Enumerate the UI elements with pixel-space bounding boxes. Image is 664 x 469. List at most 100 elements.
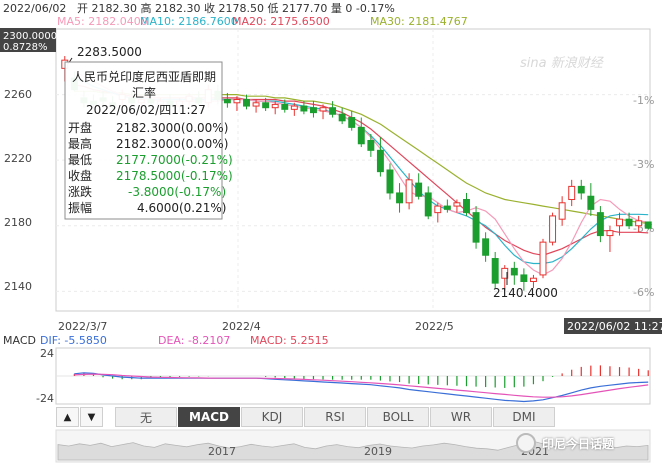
- candle-body-44: [482, 238, 490, 256]
- candle-37: [415, 173, 423, 200]
- candle-20: [252, 99, 260, 113]
- header: 2022/06/02 开 2182.30 高 2182.30 收 2178.50…: [3, 1, 468, 28]
- candle-body-31: [357, 126, 365, 145]
- candle-body-46: [501, 267, 509, 279]
- legend-ma5: MA5: 2182.0400: [57, 15, 148, 28]
- candle-29: [338, 107, 346, 125]
- tooltip-label-low: 最低: [68, 153, 92, 167]
- tooltip-value-low: 2177.7000(-0.21%): [116, 153, 233, 167]
- overview-area: [57, 439, 649, 461]
- candle-body-21: [262, 102, 270, 109]
- indicator-tab-bar: ▲ ▼ 无 MACD KDJ RSI BOLL WR DMI: [56, 407, 650, 429]
- tab-boll[interactable]: BOLL: [367, 407, 429, 427]
- candle-30: [348, 110, 356, 131]
- candle-body-19: [243, 99, 250, 107]
- candle-body-47: [510, 267, 518, 276]
- candle-55: [587, 183, 595, 216]
- candle-49: [529, 274, 537, 289]
- candle-body-23: [281, 103, 289, 110]
- candle-body-34: [386, 169, 394, 194]
- candle-body-29: [338, 113, 346, 122]
- macd-axis-bottom: -24: [36, 392, 54, 405]
- tooltip-value-open: 2182.3000(0.00%): [116, 121, 228, 135]
- tab-kdj[interactable]: KDJ: [241, 407, 303, 427]
- candle-body-56: [596, 212, 604, 237]
- tooltip-title-line1: 人民币兑印度尼西亚盾即期: [72, 69, 216, 84]
- wechat-logo-icon: [516, 433, 536, 453]
- tooltip-value-amplitude: 4.6000(0.21%): [137, 201, 226, 215]
- tab-none[interactable]: 无: [115, 407, 177, 427]
- candle-body-20: [252, 102, 260, 107]
- sina-watermark: sina 新浪财经: [520, 55, 605, 71]
- dea-line: [74, 373, 649, 398]
- candle-body-58: [616, 218, 623, 227]
- date-axis: 2022/3/7 2022/4 2022/5 2022/06/02 11:27: [58, 318, 664, 334]
- candle-45: [491, 251, 499, 289]
- candle-24: [290, 102, 298, 116]
- candle-body-41: [453, 202, 461, 207]
- header-date: 2022/06/02: [3, 2, 66, 15]
- tooltip-label-open: 开盘: [68, 120, 92, 135]
- legend-ma30: MA30: 2181.4767: [370, 15, 468, 28]
- price-label-2260: 2260: [4, 88, 32, 101]
- tooltip-label-amplitude: 振幅: [68, 200, 92, 215]
- candle-body-52: [558, 202, 566, 220]
- candle-body-39: [434, 205, 442, 214]
- tab-rsi[interactable]: RSI: [304, 407, 366, 427]
- candle-60: [635, 215, 643, 233]
- wechat-watermark-text: 印尼今日话题: [542, 436, 615, 451]
- candle-body-30: [348, 117, 356, 128]
- legend-ma10: MA10: 2186.7600: [140, 15, 238, 28]
- candle-44: [482, 232, 490, 262]
- candle-40: [443, 199, 451, 213]
- candle-body-36: [405, 179, 413, 204]
- main-plot-frame: [55, 28, 651, 312]
- pct-label-6: -6%: [633, 286, 654, 299]
- candle-58: [616, 212, 623, 236]
- tab-spacer: [104, 407, 114, 427]
- candle-56: [596, 206, 604, 243]
- candle-body-17: [223, 99, 231, 104]
- candle-17: [223, 92, 231, 108]
- tooltip-label-close: 收盘: [68, 168, 92, 183]
- header-ohlc: 开 2182.30 高 2182.30 收 2178.50 低 2177.70 …: [77, 1, 395, 15]
- candle-body-38: [424, 192, 432, 217]
- candle-32: [367, 133, 375, 157]
- legend-ma20: MA20: 2175.6500: [232, 15, 330, 28]
- macd-dif: DIF: -5.5850: [40, 334, 107, 347]
- macd-title: MACD: [3, 334, 36, 347]
- candle-42: [463, 192, 470, 216]
- candle-52: [558, 196, 566, 226]
- pct-label-1: -1%: [633, 94, 654, 107]
- candle-59: [625, 212, 633, 230]
- candle-22: [271, 101, 279, 115]
- candle-57: [606, 225, 614, 252]
- top-price-box: 2300.0000 0.8728%: [0, 28, 57, 53]
- macd-value: MACD: 5.2515: [250, 334, 329, 347]
- candle-body-54: [577, 185, 585, 194]
- scroll-down-button[interactable]: ▼: [80, 407, 103, 427]
- scroll-up-button[interactable]: ▲: [56, 407, 79, 427]
- date-label-2: 2022/5: [415, 320, 454, 333]
- tab-macd[interactable]: MACD: [178, 407, 240, 427]
- candle-25: [300, 101, 308, 115]
- candle-body-37: [415, 182, 423, 197]
- candle-46: [501, 265, 509, 291]
- candle-21: [262, 97, 270, 111]
- candle-body-22: [271, 103, 279, 109]
- candle-body-53: [568, 185, 576, 201]
- candle-body-32: [367, 139, 375, 151]
- tab-wr[interactable]: WR: [430, 407, 492, 427]
- candle-50: [539, 238, 547, 279]
- date-label-0: 2022/3/7: [58, 320, 107, 333]
- candle-33: [376, 137, 384, 177]
- macd-axis-top: 24: [40, 347, 54, 360]
- tab-dmi[interactable]: DMI: [493, 407, 555, 427]
- candle-36: [405, 173, 413, 210]
- macd-header: MACD DIF: -5.5850 DEA: -8.2107 MACD: 5.2…: [3, 334, 329, 347]
- candle-body-57: [606, 230, 614, 237]
- tooltip-label-change: 涨跌: [68, 184, 92, 199]
- top-pct: 0.8728%: [3, 42, 48, 53]
- candle-28: [329, 101, 337, 118]
